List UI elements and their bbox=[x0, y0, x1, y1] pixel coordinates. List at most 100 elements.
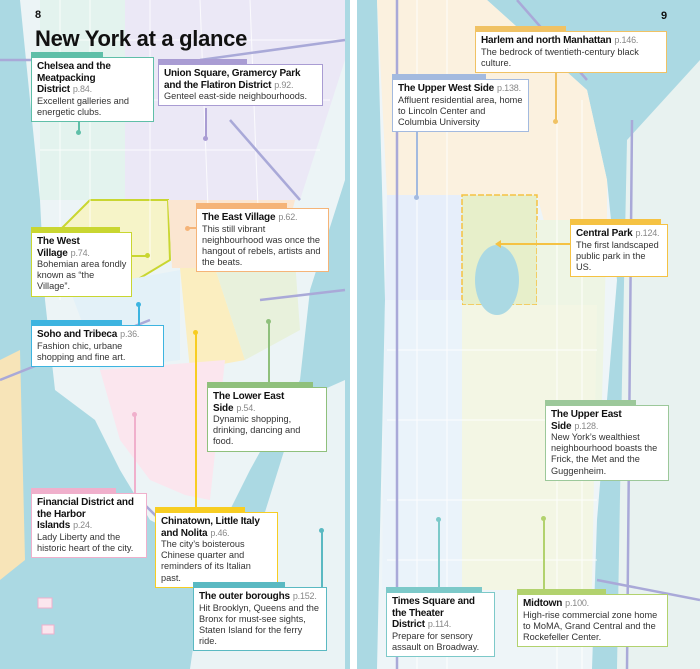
new-jersey-land bbox=[0, 350, 25, 580]
union-square-leader bbox=[205, 108, 207, 138]
page-ref[interactable]: p.74. bbox=[70, 247, 90, 258]
page-ref[interactable]: p.138. bbox=[497, 83, 521, 93]
color-bar bbox=[30, 52, 104, 57]
page-ref[interactable]: p.152. bbox=[292, 591, 317, 601]
color-bar bbox=[157, 59, 248, 64]
color-bar bbox=[154, 507, 246, 512]
upper-west-side-leader bbox=[416, 132, 418, 197]
area-name: Midtown bbox=[523, 598, 563, 609]
color-bar bbox=[206, 382, 313, 387]
page-ref[interactable]: p.114. bbox=[427, 619, 452, 629]
page-ref[interactable]: p.84. bbox=[72, 84, 92, 94]
area-name: The outer boroughs bbox=[199, 591, 290, 602]
lower-east-side-area bbox=[215, 260, 300, 360]
area-description: The first landscaped public park in the … bbox=[576, 239, 659, 272]
callout-times-square[interactable]: Times Square and the Theater District p.1… bbox=[385, 587, 495, 657]
area-name: Times Square and the Theater District bbox=[392, 596, 475, 630]
callout-union-square[interactable]: Union Square, Gramercy Park and the Flat… bbox=[157, 59, 323, 107]
area-description: The bedrock of twentieth-century black c… bbox=[481, 46, 639, 68]
color-bar bbox=[391, 74, 486, 79]
color-bar bbox=[544, 400, 636, 405]
area-name: The Upper West Side bbox=[398, 83, 495, 94]
midtown-area bbox=[462, 305, 597, 590]
chinatown-leader bbox=[195, 332, 197, 512]
harlem-leader bbox=[555, 60, 557, 121]
soho-leader bbox=[138, 304, 140, 325]
upper-west-side-area bbox=[385, 195, 462, 300]
area-name: Harlem and north Manhattan bbox=[481, 35, 612, 46]
callout-chelsea[interactable]: Chelsea and the Meatpacking District p.84… bbox=[30, 52, 154, 122]
page-ref[interactable]: p.124. bbox=[635, 228, 660, 238]
area-description: Dynamic shopping, drinking, dancing and … bbox=[213, 414, 301, 447]
area-name: The Lower East Side bbox=[213, 391, 285, 414]
area-name: The Upper East Side bbox=[551, 409, 622, 432]
theater-district-area bbox=[382, 300, 462, 590]
area-description: Fashion chic, urbane shopping and fine a… bbox=[37, 340, 126, 362]
west-village-leader bbox=[131, 255, 147, 257]
central-park-arrow-icon bbox=[495, 240, 501, 248]
queens-land bbox=[617, 60, 700, 669]
financial-district-area bbox=[100, 360, 225, 500]
color-bar bbox=[516, 589, 606, 594]
callout-midtown[interactable]: Midtown p.100. High-rise commercial zone … bbox=[516, 589, 668, 648]
callout-west-village[interactable]: The West Village p.74. Bohemian area fond… bbox=[30, 227, 132, 297]
financial-leader bbox=[134, 414, 136, 493]
callout-harlem[interactable]: Harlem and north Manhattan p.146. The bed… bbox=[474, 26, 667, 73]
area-description: Prepare for sensory assault on Broadway. bbox=[392, 630, 480, 652]
harlem-marker bbox=[553, 119, 558, 124]
page-ref[interactable]: p.54. bbox=[236, 402, 256, 413]
callout-east-village[interactable]: The East Village p.62. This still vibrant… bbox=[195, 203, 329, 273]
page-ref[interactable]: p.92. bbox=[274, 79, 294, 90]
callout-lower-east-side[interactable]: The Lower East Side p.54. Dynamic shoppin… bbox=[206, 382, 327, 452]
midtown-marker bbox=[541, 516, 546, 521]
east-village-marker bbox=[185, 226, 190, 231]
page-ref[interactable]: p.100. bbox=[565, 598, 589, 608]
area-description: Genteel east-side neighbourhoods. bbox=[164, 91, 308, 101]
lower-east-side-marker bbox=[266, 319, 271, 324]
page-ref[interactable]: p.36. bbox=[120, 329, 140, 339]
color-bar bbox=[30, 488, 116, 493]
central-park-leader bbox=[500, 243, 570, 245]
area-description: Bohemian area fondly known as “the Villa… bbox=[37, 259, 127, 292]
midtown-leader bbox=[543, 518, 545, 592]
color-bar bbox=[192, 582, 285, 587]
area-name: Soho and Tribeca bbox=[37, 329, 118, 340]
outer-boroughs-leader bbox=[321, 530, 323, 587]
color-bar bbox=[30, 227, 120, 232]
callout-soho[interactable]: Soho and Tribeca p.36. Fashion chic, urba… bbox=[30, 320, 164, 367]
chelsea-marker bbox=[76, 130, 81, 135]
color-bar bbox=[30, 320, 123, 325]
upper-west-side-marker bbox=[414, 195, 419, 200]
east-village-leader bbox=[187, 227, 196, 229]
island bbox=[41, 624, 55, 635]
area-description: New York’s wealthiest neighbourhood boas… bbox=[551, 432, 658, 476]
page-ref[interactable]: p.146. bbox=[614, 35, 639, 45]
callout-central-park[interactable]: Central Park p.124. The first landscaped … bbox=[569, 219, 668, 278]
area-name: Chelsea and the Meatpacking District bbox=[37, 61, 111, 95]
color-bar bbox=[385, 587, 482, 592]
area-description: Hit Brooklyn, Queens and the Bronx for m… bbox=[199, 602, 320, 647]
page-ref[interactable]: p.62. bbox=[278, 212, 298, 222]
callout-upper-east-side[interactable]: The Upper East Side p.128. New York’s wea… bbox=[544, 400, 669, 481]
outer-boroughs-marker bbox=[319, 528, 324, 533]
reservoir bbox=[475, 245, 519, 315]
color-bar bbox=[474, 26, 566, 31]
page-ref[interactable]: p.46. bbox=[210, 527, 230, 538]
page-ref[interactable]: p.128. bbox=[574, 420, 599, 431]
callout-outer-boroughs[interactable]: The outer boroughs p.152. Hit Brooklyn, Q… bbox=[192, 582, 327, 652]
page-ref[interactable]: p.24. bbox=[73, 520, 93, 530]
lower-east-side-leader bbox=[268, 321, 270, 387]
area-description: Excellent galleries and energetic clubs. bbox=[37, 95, 129, 117]
page-number: 9 bbox=[661, 10, 668, 22]
page-title: New York at a glance bbox=[35, 26, 248, 51]
area-description: High-rise commercial zone home to MoMA, … bbox=[523, 609, 658, 642]
times-square-marker bbox=[436, 517, 441, 522]
page-number: 8 bbox=[35, 9, 42, 21]
area-description: Affluent residential area, home to Linco… bbox=[398, 94, 523, 127]
area-name: Central Park bbox=[576, 228, 633, 239]
island bbox=[37, 597, 53, 609]
callout-chinatown[interactable]: Chinatown, Little Italy and Nolita p.46. … bbox=[154, 507, 278, 588]
callout-upper-west-side[interactable]: The Upper West Side p.138. Affluent resid… bbox=[391, 74, 529, 133]
callout-financial-district[interactable]: Financial District and the Harbor Island… bbox=[30, 488, 147, 558]
union-square-marker bbox=[203, 136, 208, 141]
